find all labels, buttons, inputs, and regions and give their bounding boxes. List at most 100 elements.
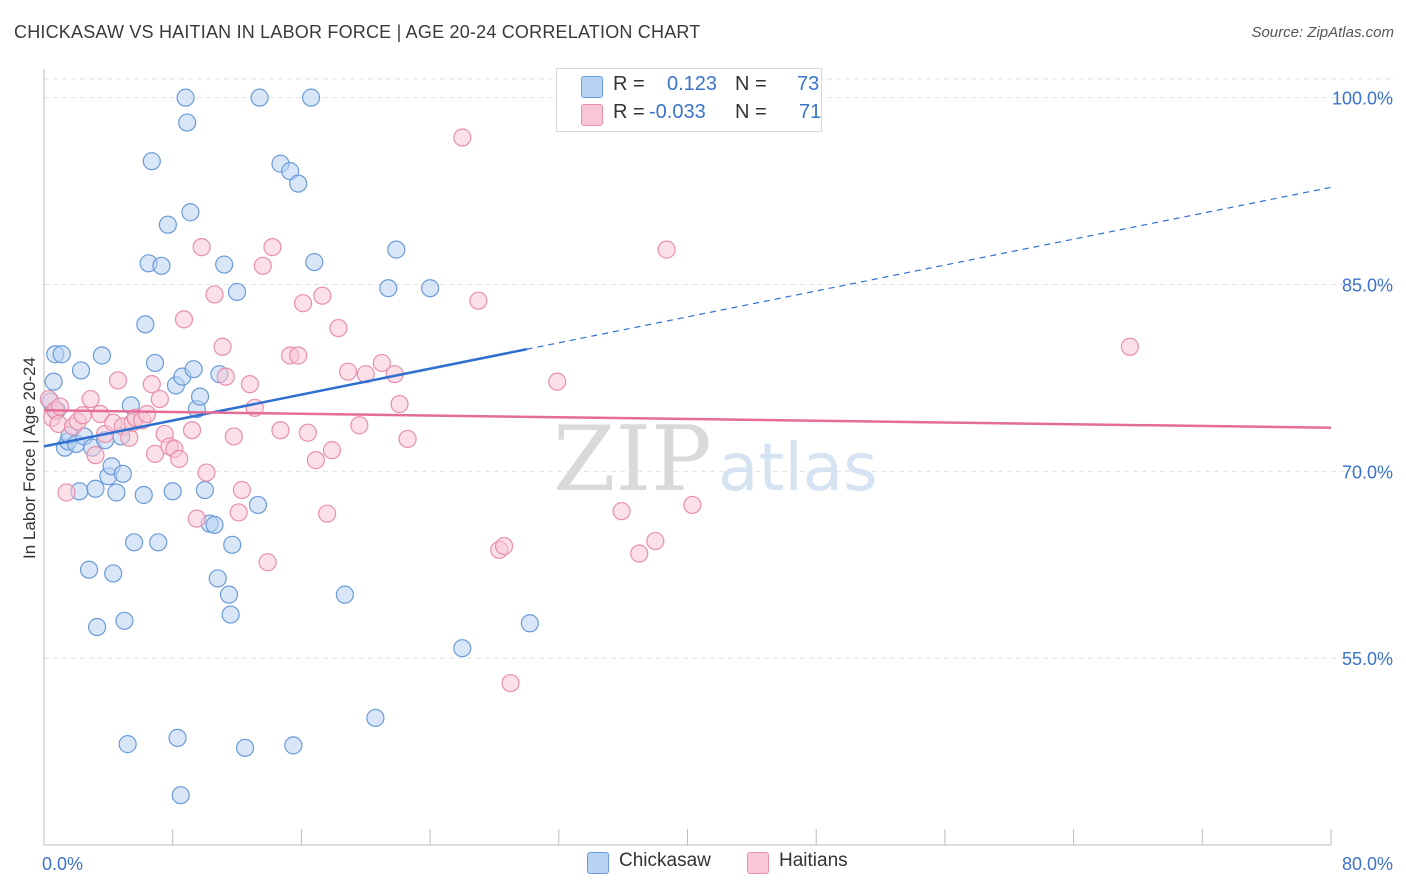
chickasaw-point	[134, 485, 153, 505]
haitian-point	[298, 423, 317, 442]
haitian-point	[120, 428, 139, 447]
r-label: R =	[613, 101, 645, 123]
series-name: Haitians	[779, 850, 848, 871]
chickasaw-point	[118, 735, 137, 754]
haitian-point	[338, 362, 358, 381]
haitian-point	[73, 406, 92, 425]
haitian-point	[329, 318, 348, 338]
chickasaw-point	[366, 708, 385, 728]
chickasaw-point	[149, 533, 168, 552]
haitian-point	[240, 375, 260, 394]
haitian-point	[229, 503, 248, 522]
haitian-point	[646, 531, 665, 551]
chickasaw-point	[215, 255, 234, 274]
stats-legend: R = 0.123 N = 73 R = -0.033 N = 71	[556, 68, 822, 132]
haitian-point	[1120, 337, 1140, 356]
haitian-point	[322, 441, 342, 460]
chickasaw-point	[163, 482, 182, 501]
chickasaw-point	[205, 515, 224, 534]
haitian-point	[683, 495, 702, 515]
chickasaw-point	[195, 480, 214, 500]
chickasaw-point	[158, 215, 177, 234]
chickasaw-trendline	[43, 348, 527, 448]
haitian-point	[197, 463, 216, 482]
r-label: R =	[613, 73, 645, 95]
haitian-point	[150, 389, 169, 409]
chickasaw-point	[248, 495, 268, 515]
chickasaw-point	[181, 203, 200, 222]
haitian-point	[232, 480, 251, 500]
haitian-point	[145, 444, 165, 463]
chickasaw-point	[190, 387, 210, 406]
chickasaw-point	[104, 564, 123, 583]
watermark: ZIP atlas	[553, 407, 878, 512]
chickasaw-point	[335, 585, 354, 604]
haitian-point	[57, 483, 76, 502]
chickasaw-point	[86, 479, 105, 498]
axis-layer: 55.0% 70.0% 85.0% 100.0% 0.0% 80.0%	[42, 69, 1393, 874]
chickasaw-point	[227, 282, 247, 302]
haitian-point	[289, 346, 308, 365]
trend-layer	[43, 186, 1332, 448]
chickasaw-point	[136, 315, 155, 334]
chickasaw-point	[284, 736, 303, 755]
haitian-point	[216, 367, 235, 386]
haitian-point	[612, 502, 631, 521]
haitian-point	[213, 337, 232, 356]
chickasaw-point	[301, 88, 321, 107]
chickasaw-point	[145, 353, 165, 373]
watermark-atlas: atlas	[718, 429, 878, 506]
chickasaw-point	[124, 533, 144, 552]
chickasaw-point	[223, 535, 242, 554]
chickasaw-point	[168, 728, 187, 747]
chickasaw-point	[184, 360, 203, 379]
haitian-point	[293, 294, 313, 313]
y-tick-label: 85.0%	[1342, 275, 1393, 295]
chickasaw-point	[107, 483, 126, 502]
n-label: N =	[735, 73, 767, 95]
chickasaw-point	[219, 585, 239, 604]
haitian-point	[548, 372, 567, 391]
chickasaw-point	[305, 252, 324, 272]
chickasaw-point	[235, 738, 255, 757]
haitian-point	[174, 310, 194, 329]
points-layer	[39, 88, 1140, 805]
chickasaw-point	[178, 113, 197, 132]
r-value: -0.033	[649, 101, 706, 123]
watermark-zip: ZIP	[553, 407, 712, 512]
haitian-point	[372, 353, 391, 373]
haitian-point	[263, 238, 282, 257]
haitian-trendline	[43, 409, 1332, 429]
chickasaw-point	[92, 346, 112, 365]
haitian-point	[469, 291, 488, 310]
n-value: 71	[799, 101, 822, 123]
chickasaw-point	[208, 569, 227, 588]
source-credit: Source: ZipAtlas.com	[1251, 24, 1394, 41]
chickasaw-point	[520, 614, 539, 633]
haitian-point	[657, 240, 676, 259]
y-tick-label: 100.0%	[1332, 89, 1393, 109]
chickasaw-point	[221, 605, 240, 624]
y-axis-label: In Labor Force | Age 20-24	[20, 357, 39, 559]
x-tick-label: 0.0%	[42, 854, 83, 874]
haitian-point	[350, 416, 369, 435]
haitian-swatch-icon	[581, 104, 603, 126]
chickasaw-point	[152, 256, 171, 275]
chickasaw-point	[71, 361, 91, 380]
haitian-point	[205, 285, 224, 304]
haitian-point	[253, 256, 272, 275]
chickasaw-point	[52, 345, 71, 364]
haitian-point	[182, 421, 202, 440]
haitian-point	[398, 429, 417, 449]
haitian-point	[187, 509, 206, 528]
haitian-point	[170, 449, 189, 468]
haitian-point	[81, 389, 100, 409]
chickasaw-point	[44, 372, 63, 391]
chickasaw-point	[87, 617, 107, 637]
r-value: 0.123	[667, 73, 718, 95]
y-tick-label: 55.0%	[1342, 649, 1393, 669]
chickasaw-swatch-icon	[581, 76, 603, 98]
haitian-point	[390, 394, 409, 414]
haitian-point	[501, 673, 520, 693]
